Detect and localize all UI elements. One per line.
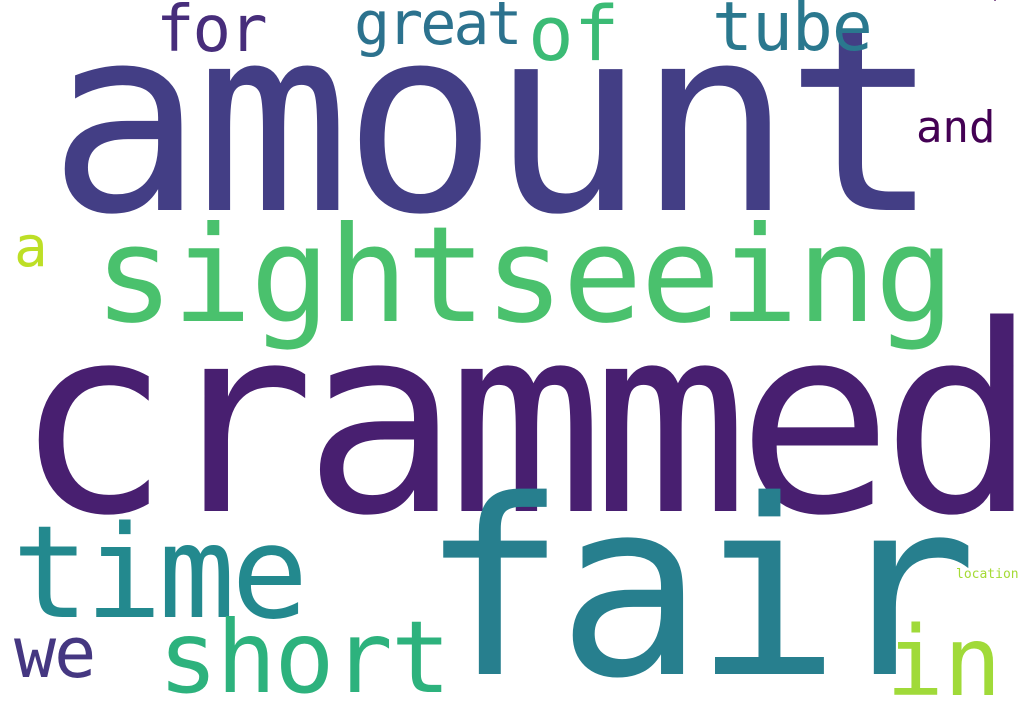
word-location: location bbox=[956, 567, 1019, 582]
word-in: in bbox=[886, 606, 1002, 718]
word-dot: . bbox=[992, 0, 998, 4]
word-short: short bbox=[158, 599, 451, 716]
word-we: we bbox=[14, 612, 96, 694]
word-great: great bbox=[354, 0, 523, 59]
word-crammed: crammed bbox=[14, 271, 1024, 573]
word-sightseeing: sightseeing bbox=[94, 199, 955, 353]
word-and: and bbox=[916, 102, 996, 153]
word-time: time bbox=[12, 499, 308, 648]
word-for: for bbox=[156, 0, 268, 67]
word-amount: amount bbox=[48, 0, 940, 271]
word-a: a bbox=[14, 215, 48, 280]
word-tube: tube bbox=[712, 0, 873, 67]
word-of: of bbox=[528, 0, 620, 78]
word-fair: fair bbox=[420, 448, 978, 720]
